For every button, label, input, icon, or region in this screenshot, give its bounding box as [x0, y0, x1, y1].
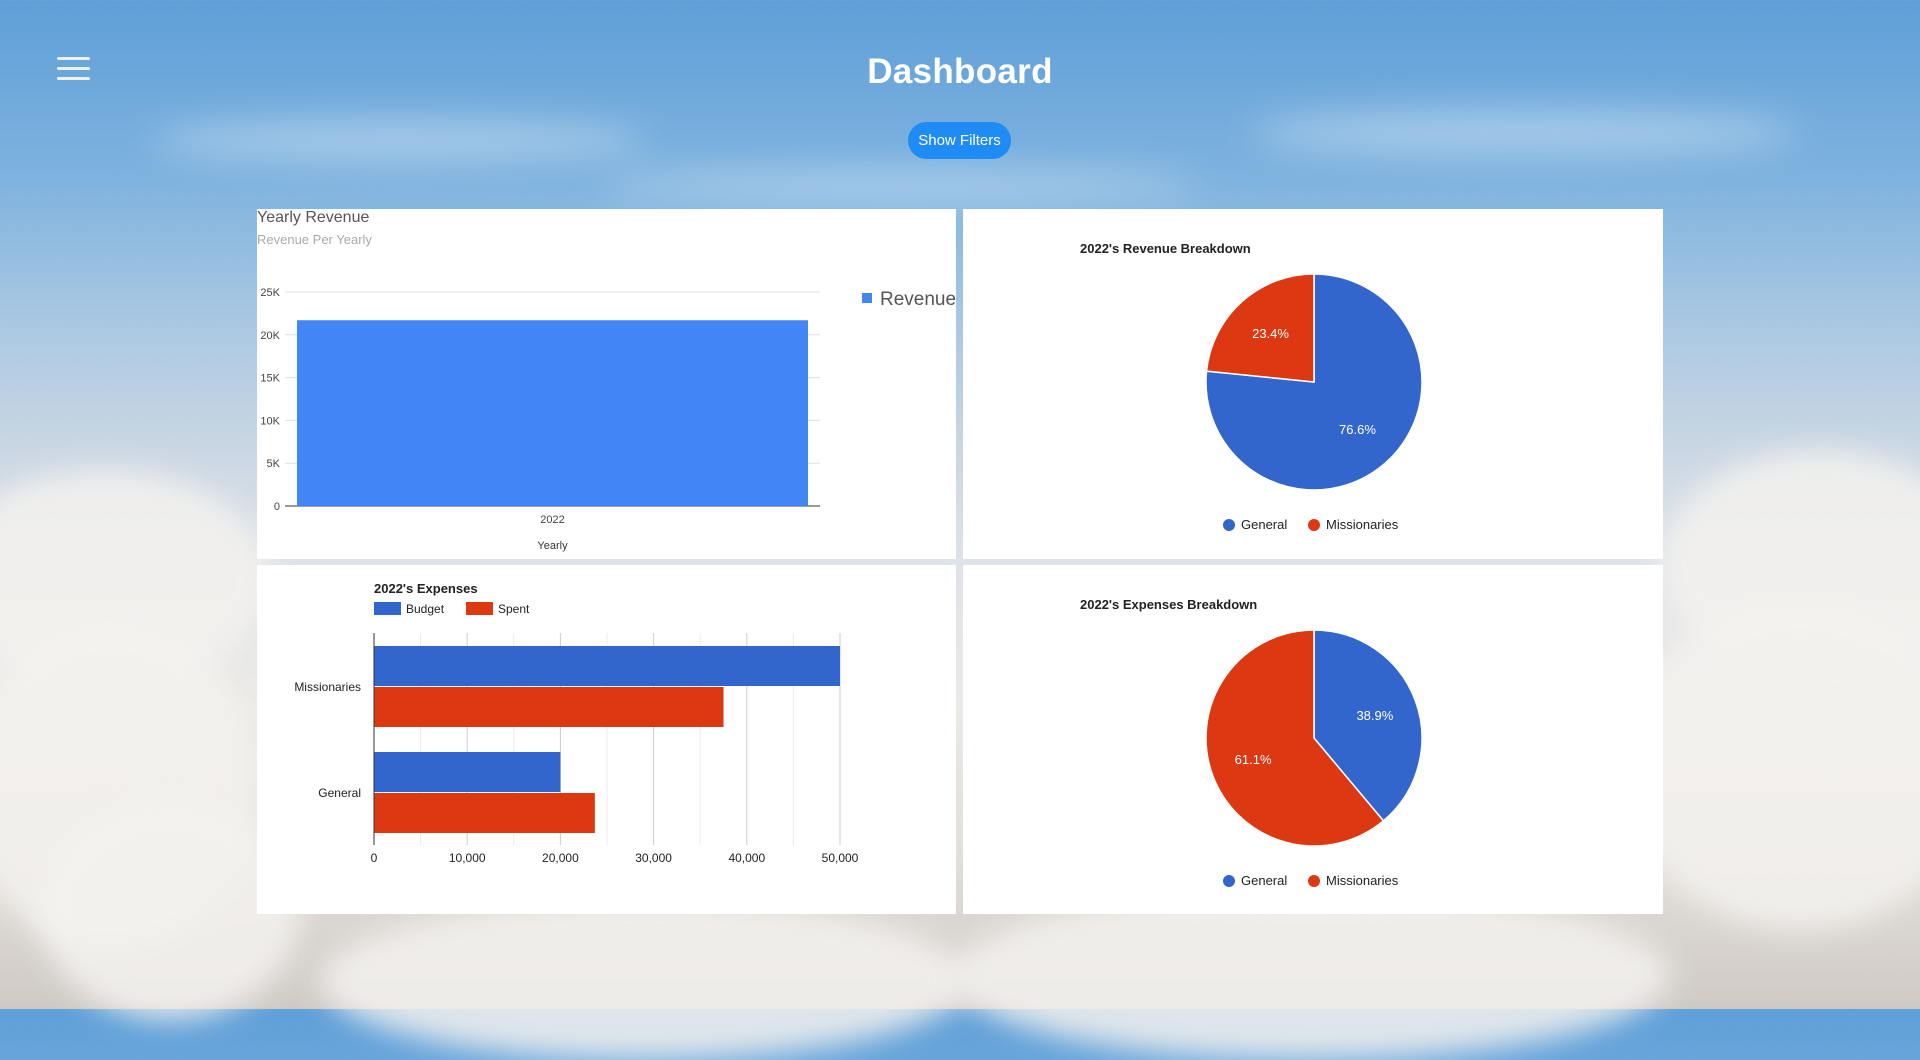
- legend-label-missionaries: Missionaries: [1326, 517, 1399, 532]
- x-axis-label: Yearly: [537, 540, 568, 552]
- chart-subtitle: Revenue Per Yearly: [257, 232, 372, 247]
- expenses-breakdown-chart: 38.9% 61.1% General Missionaries: [1205, 629, 1423, 888]
- chart-title: 2022's Revenue Breakdown: [1080, 241, 1251, 256]
- legend-label-budget: Budget: [406, 602, 445, 616]
- pie-slice-missionaries: [1205, 273, 1315, 383]
- pie-slice-missionaries: [1205, 629, 1385, 847]
- y-category-label: General: [318, 786, 361, 800]
- y-category-label: Missionaries: [294, 680, 361, 694]
- legend-dot-missionaries: [1308, 875, 1320, 887]
- legend-swatch-revenue: [862, 293, 872, 303]
- y-tick-label: 15K: [260, 373, 280, 385]
- budget-bar-missionaries: [374, 646, 840, 686]
- x-tick-label: 2022: [540, 514, 564, 526]
- expenses-breakdown-panel: 2022's Expenses Breakdown 38.9% 61.1% Gene…: [963, 565, 1663, 914]
- legend-dot-missionaries: [1308, 519, 1320, 531]
- yearly-revenue-panel: Yearly Revenue Revenue Per Yearly 0 5K 10K…: [257, 209, 956, 559]
- legend-label-missionaries: Missionaries: [1326, 873, 1399, 888]
- x-tick-label: 20,000: [542, 851, 579, 865]
- x-tick-label: 10,000: [449, 851, 486, 865]
- legend-swatch-budget: [374, 602, 401, 615]
- revenue-bar-2022: [297, 320, 808, 506]
- legend-label-spent: Spent: [498, 602, 530, 616]
- legend-label-revenue: Revenue: [880, 289, 956, 310]
- expenses-chart: 0 10,000 20,000 30,000 40,000 50,000 Missionar…: [294, 602, 859, 865]
- y-tick-label: 0: [274, 501, 280, 513]
- chart-title: 2022's Expenses Breakdown: [1080, 597, 1258, 612]
- x-tick-label: 0: [371, 851, 378, 865]
- legend-dot-general: [1223, 519, 1235, 531]
- legend-dot-general: [1223, 875, 1235, 887]
- x-tick-label: 30,000: [635, 851, 672, 865]
- legend-label-general: General: [1241, 873, 1287, 888]
- pie-slice-general: [1313, 629, 1423, 822]
- pie-label-missionaries: 61.1%: [1235, 752, 1272, 767]
- show-filters-button[interactable]: Show Filters: [908, 122, 1011, 159]
- legend-label-general: General: [1241, 517, 1287, 532]
- expenses-panel: 2022's Expenses 0 10,000 20,000 30,000 40,00…: [257, 565, 956, 914]
- pie-label-missionaries: 23.4%: [1252, 326, 1289, 341]
- yearly-revenue-chart: 0 5K 10K 15K 20K 25K 2022 Yearly Revenue: [260, 287, 956, 552]
- revenue-breakdown-panel: 2022's Revenue Breakdown 76.6% 23.4% Gener…: [963, 209, 1663, 559]
- y-tick-label: 20K: [260, 330, 280, 342]
- y-tick-label: 5K: [267, 458, 281, 470]
- page-title: Dashboard: [867, 52, 1053, 91]
- pie-label-general: 38.9%: [1356, 708, 1393, 723]
- y-tick-label: 10K: [260, 415, 280, 427]
- revenue-breakdown-chart: 76.6% 23.4% General Missionaries: [1205, 273, 1423, 532]
- menu-icon[interactable]: [57, 57, 90, 81]
- y-tick-label: 25K: [260, 287, 280, 299]
- chart-title: Yearly Revenue: [257, 209, 370, 226]
- spent-bar-general: [374, 793, 595, 833]
- x-tick-label: 50,000: [822, 851, 859, 865]
- budget-bar-general: [374, 752, 561, 792]
- spent-bar-missionaries: [374, 687, 724, 727]
- chart-title: 2022's Expenses: [374, 581, 478, 596]
- x-tick-label: 40,000: [728, 851, 765, 865]
- pie-label-general: 76.6%: [1339, 422, 1376, 437]
- legend-swatch-spent: [466, 602, 493, 615]
